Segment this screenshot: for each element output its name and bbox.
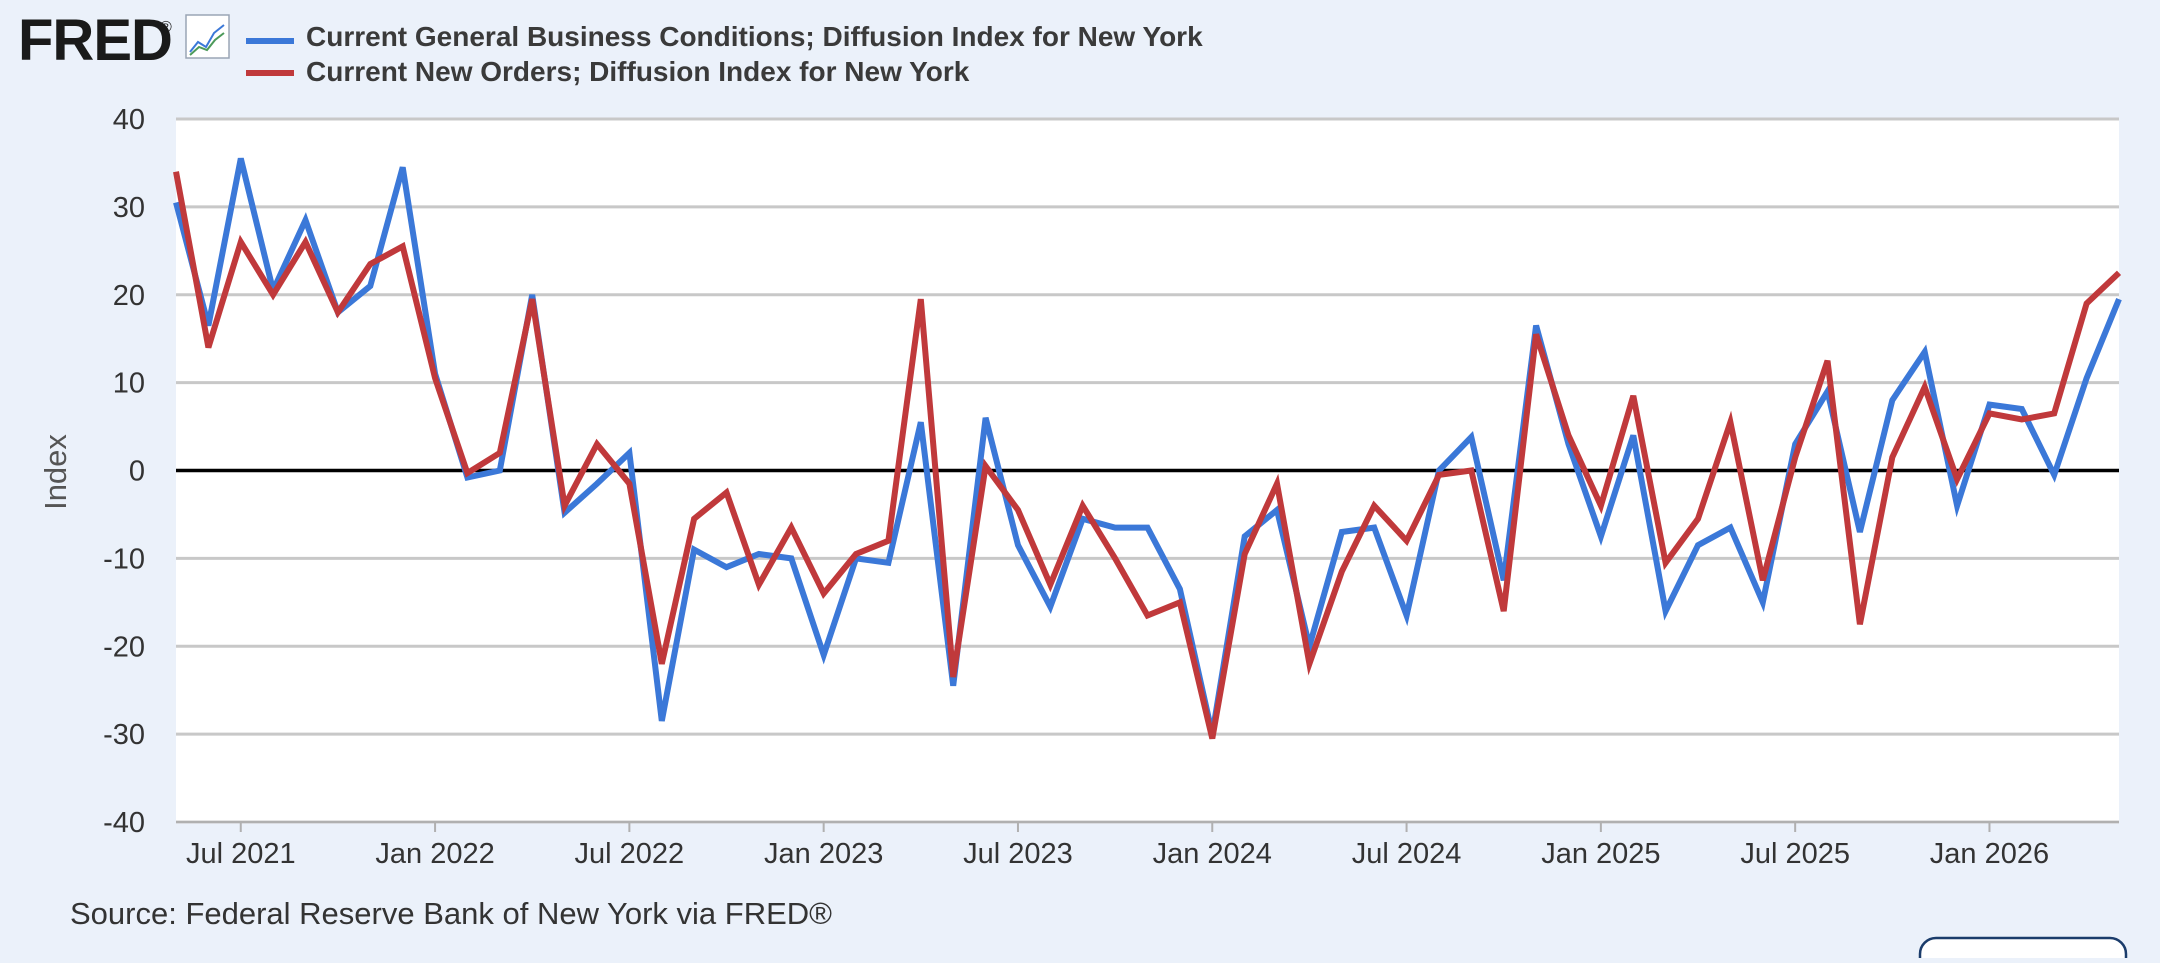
x-tick-label: Jan 2022 [375, 838, 494, 870]
y-tick-label: 20 [113, 280, 145, 312]
edit-graph-button[interactable] [1918, 936, 2128, 963]
legend-label-business-conditions: Current General Business Conditions; Dif… [306, 21, 1203, 52]
y-tick-label: -30 [103, 719, 145, 751]
registered-mark: ® [160, 19, 172, 36]
y-tick-label: -20 [103, 631, 145, 663]
legend-item-business-conditions[interactable]: Current General Business Conditions; Dif… [246, 21, 1203, 52]
y-tick-label: 10 [113, 368, 145, 400]
x-tick-label: Jul 2023 [963, 838, 1073, 870]
fred-logo-text: FRED [18, 8, 172, 73]
series-line-business-conditions[interactable] [173, 157, 2122, 735]
legend: Current General Business Conditions; Dif… [246, 21, 1203, 87]
x-tick-label: Jan 2025 [1541, 838, 1660, 870]
x-tick-label: Jan 2026 [1930, 838, 2049, 870]
line-chart-icon [185, 14, 230, 59]
x-tick-label: Jul 2021 [186, 838, 296, 870]
y-tick-label: 30 [113, 192, 145, 224]
legend-label-new-orders: Current New Orders; Diffusion Index for … [306, 56, 970, 87]
y-axis-title: Index [38, 434, 73, 510]
y-tick-label: 0 [129, 456, 145, 488]
x-tick-label: Jan 2023 [764, 838, 883, 870]
y-tick-label: -10 [103, 543, 145, 575]
series-line-new-orders[interactable] [173, 171, 2122, 740]
series-lines [173, 157, 2122, 740]
y-tick-label: -40 [103, 807, 145, 839]
y-tick-label: 40 [113, 104, 145, 136]
x-tick-label: Jul 2025 [1740, 838, 1850, 870]
y-axis-ticks: 40 30 20 10 0 -10 -20 -30 -40 [103, 104, 145, 839]
x-axis-ticks: Jul 2021 Jan 2022 Jul 2022 Jan 2023 Jul 2023… [176, 821, 2119, 870]
x-tick-label: Jan 2024 [1153, 838, 1272, 870]
x-tick-label: Jul 2024 [1352, 838, 1462, 870]
x-tick-label: Jul 2022 [575, 838, 685, 870]
fred-logo[interactable]: FRED ® [18, 8, 173, 73]
legend-item-new-orders[interactable]: Current New Orders; Diffusion Index for … [246, 56, 970, 87]
source-note: Source: Federal Reserve Bank of New York… [70, 896, 832, 931]
